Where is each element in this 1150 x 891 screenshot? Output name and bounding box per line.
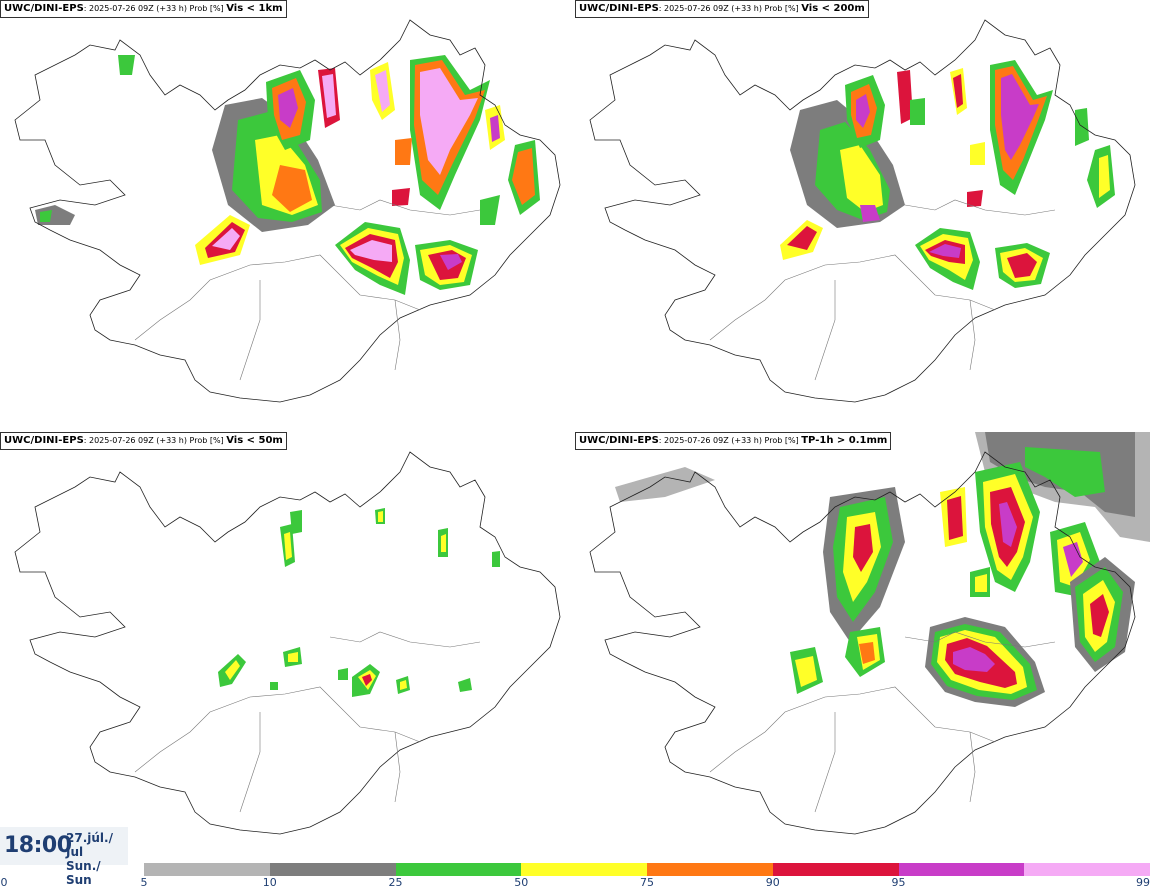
variable-name: Vis < 200m — [801, 3, 865, 14]
colorbar-segment — [772, 863, 899, 876]
valid-date: 27.júl./ Jul Sun./ Sun — [66, 831, 128, 887]
valid-date-line2: Sun./ Sun — [66, 859, 101, 887]
colorbar-tick-label: 25 — [388, 876, 403, 889]
panel-title: UWC/DINI-EPS: 2025-07-26 09Z (+33 h) Pro… — [575, 0, 869, 18]
colorbar-tick-label: 10 — [262, 876, 277, 889]
colorbar-segment — [395, 863, 522, 876]
map-panel-tp-1h: UWC/DINI-EPS: 2025-07-26 09Z (+33 h) Pro… — [575, 432, 1150, 862]
colorbar-tick-label: 0 — [0, 876, 8, 889]
colorbar-tick-label: 95 — [891, 876, 906, 889]
map-panel-vis-1km: UWC/DINI-EPS: 2025-07-26 09Z (+33 h) Pro… — [0, 0, 575, 430]
model-name: UWC/DINI-EPS — [4, 3, 84, 14]
run-info: : 2025-07-26 09Z (+33 h) Prob [%] — [83, 436, 227, 445]
valid-date-line1: 27.júl./ Jul — [66, 831, 113, 859]
variable-name: Vis < 1km — [226, 3, 283, 14]
valid-time: 18:00 — [4, 833, 72, 858]
colorbar-tick-label: 90 — [765, 876, 780, 889]
iceland-map — [14, 451, 561, 835]
run-info: : 2025-07-26 09Z (+33 h) Prob [%] — [83, 4, 227, 13]
panel-title: UWC/DINI-EPS: 2025-07-26 09Z (+33 h) Pro… — [0, 432, 287, 450]
iceland-map — [589, 19, 1136, 403]
valid-time-box: 18:00 27.júl./ Jul Sun./ Sun — [0, 827, 128, 887]
colorbar-tick-label: 5 — [140, 876, 148, 889]
iceland-map — [589, 432, 1150, 835]
colorbar-segment — [144, 863, 270, 876]
variable-name: TP-1h > 0.1mm — [801, 435, 888, 446]
colorbar-segment — [269, 863, 396, 876]
colorbar-tick-label: 75 — [640, 876, 654, 889]
colorbar-tick-label: 50 — [514, 876, 529, 889]
variable-name: Vis < 50m — [226, 435, 283, 446]
panel-title: UWC/DINI-EPS: 2025-07-26 09Z (+33 h) Pro… — [0, 0, 287, 18]
panel-title: UWC/DINI-EPS: 2025-07-26 09Z (+33 h) Pro… — [575, 432, 892, 450]
run-info: : 2025-07-26 09Z (+33 h) Prob [%] — [658, 436, 802, 445]
colorbar-tick-label: 99 — [1136, 876, 1150, 889]
colorbar-segment — [1024, 863, 1150, 876]
map-panel-vis-50m: UWC/DINI-EPS: 2025-07-26 09Z (+33 h) Pro… — [0, 432, 575, 862]
colorbar-segment — [898, 863, 1025, 876]
model-name: UWC/DINI-EPS — [579, 3, 659, 14]
colorbar-segment — [647, 863, 773, 876]
colorbar-segment — [521, 863, 647, 876]
model-name: UWC/DINI-EPS — [4, 435, 84, 446]
probability-colorbar — [144, 863, 1150, 876]
iceland-map — [14, 19, 561, 403]
map-panel-vis-200m: UWC/DINI-EPS: 2025-07-26 09Z (+33 h) Pro… — [575, 0, 1150, 430]
run-info: : 2025-07-26 09Z (+33 h) Prob [%] — [658, 4, 802, 13]
model-name: UWC/DINI-EPS — [579, 435, 659, 446]
